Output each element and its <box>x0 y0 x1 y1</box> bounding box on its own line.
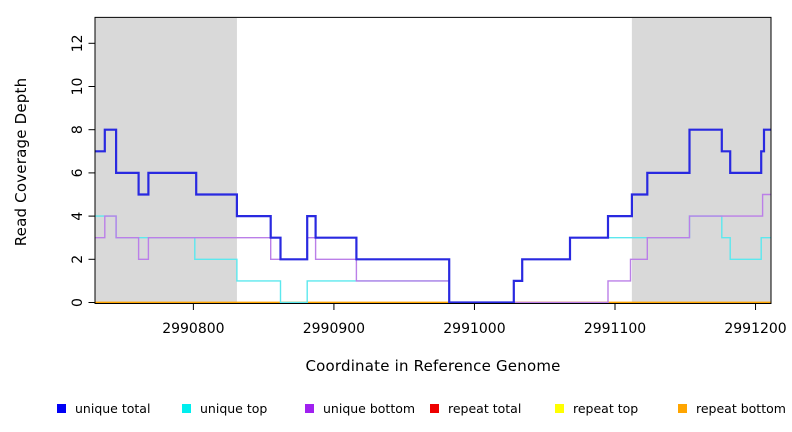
series-line-unique-total <box>95 128 771 304</box>
y-tick-label: 4 <box>70 212 86 221</box>
legend-swatch-unique-top <box>182 403 191 413</box>
legend-label: repeat top <box>573 400 639 416</box>
plot-border <box>94 16 772 304</box>
y-tick-label: 10 <box>70 78 86 96</box>
legend-swatch-unique-total <box>57 403 66 413</box>
legend-swatch-repeat-top <box>555 403 564 413</box>
y-tick-label: 6 <box>70 168 86 177</box>
y-tick-label: 0 <box>70 298 86 307</box>
legend-swatch-repeat-total <box>430 403 439 413</box>
x-tick-label: 2990900 <box>303 321 365 337</box>
x-tick-label: 2990800 <box>162 321 224 337</box>
y-axis-title: Read Coverage Depth <box>12 77 30 247</box>
legend-label: repeat bottom <box>696 400 786 416</box>
legend-item-unique-bottom: unique bottom <box>305 398 415 418</box>
legend-label: unique total <box>75 400 151 416</box>
legend-item-unique-top: unique top <box>182 398 267 418</box>
legend-label: unique bottom <box>323 400 416 416</box>
legend-swatch-repeat-bottom <box>678 403 687 413</box>
x-tick-label: 2991100 <box>584 321 646 337</box>
legend-label: repeat total <box>448 400 522 416</box>
legend-item-repeat-bottom: repeat bottom <box>678 398 786 418</box>
series-line-unique-bottom <box>95 193 771 304</box>
x-axis-title: Coordinate in Reference Genome <box>305 357 561 375</box>
legend-label: unique top <box>200 400 268 416</box>
y-tick-label: 12 <box>70 34 86 52</box>
legend-item-repeat-top: repeat top <box>555 398 638 418</box>
y-tick-label: 8 <box>70 125 86 134</box>
shaded-repeat-region <box>95 17 237 304</box>
legend: unique total unique top unique bottom repea… <box>0 398 792 420</box>
y-tick-label: 2 <box>70 255 86 264</box>
x-tick-label: 2991200 <box>724 321 786 337</box>
legend-item-unique-total: unique total <box>57 398 150 418</box>
legend-swatch-unique-bottom <box>305 403 314 413</box>
legend-item-repeat-total: repeat total <box>430 398 521 418</box>
shaded-repeat-region <box>631 17 771 304</box>
x-tick-label: 2991000 <box>443 321 505 337</box>
